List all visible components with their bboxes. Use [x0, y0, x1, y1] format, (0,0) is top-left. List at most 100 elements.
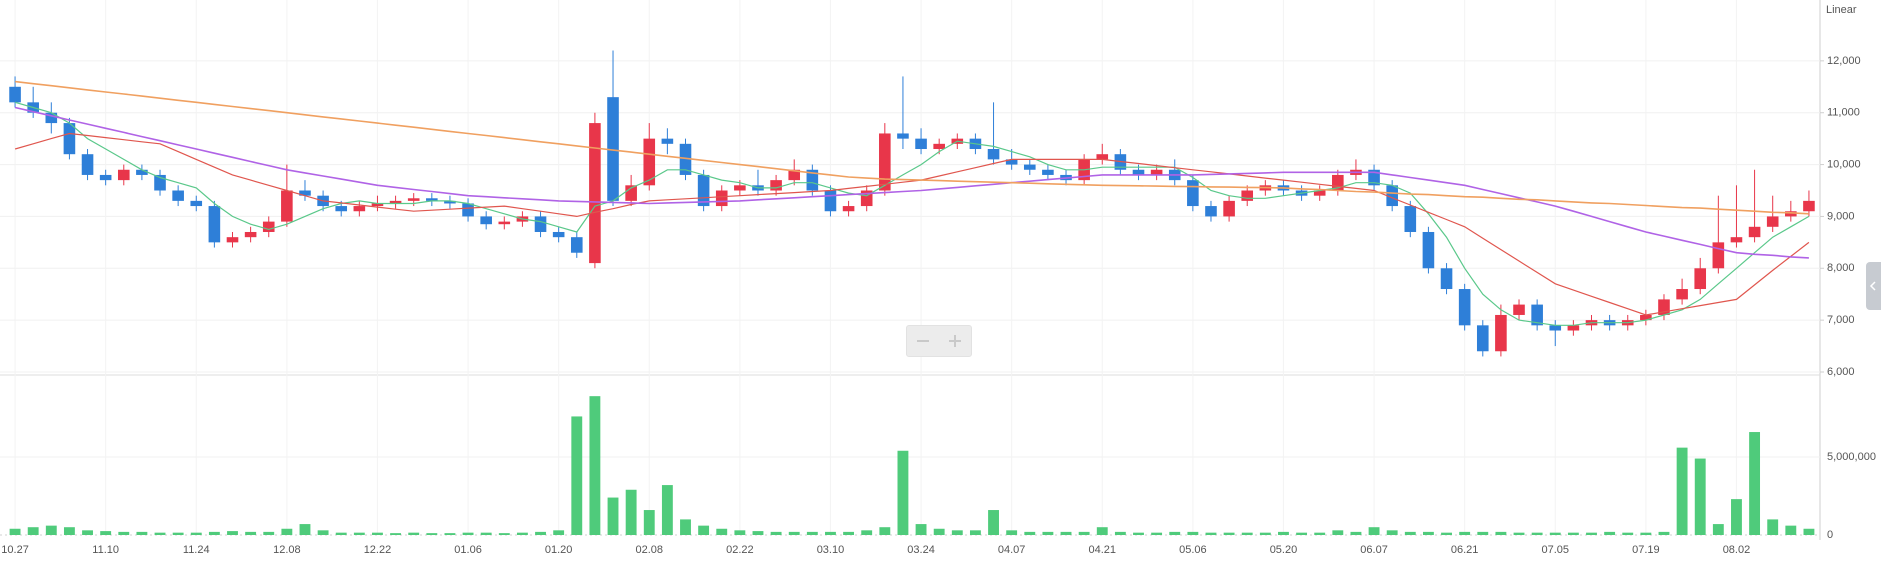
x-tick-label: 07.19	[1632, 544, 1660, 556]
volume-bar	[734, 530, 746, 535]
volume-bar	[988, 510, 999, 535]
volume-bar	[1187, 531, 1199, 535]
y-tick-label: 7,000	[1827, 314, 1855, 326]
volume-bar	[1368, 527, 1380, 535]
zoom-in[interactable]	[939, 326, 971, 356]
x-tick-label: 10.27	[1, 544, 29, 556]
candle-body	[788, 169, 801, 181]
candle-body	[136, 169, 148, 175]
candle-body	[806, 169, 819, 191]
volume-bar	[45, 525, 57, 535]
x-tick-label: 03.10	[817, 544, 845, 556]
volume-bar	[535, 531, 546, 535]
volume-bar	[661, 485, 673, 535]
candle-body	[371, 203, 384, 207]
candle-body	[1241, 190, 1254, 201]
volume-bar	[335, 532, 347, 535]
volume-bar	[353, 532, 365, 535]
candle-body	[534, 216, 547, 232]
volume-bar	[788, 531, 800, 535]
candle-body	[1476, 325, 1489, 352]
volume-bar	[444, 533, 456, 535]
x-tick-label: 02.08	[635, 544, 663, 556]
candle-body	[117, 169, 130, 181]
volume-bar	[1459, 531, 1471, 535]
volume-bar	[1441, 532, 1452, 535]
candle-body	[208, 206, 221, 243]
volume-bar	[951, 530, 963, 535]
candle-body	[643, 138, 656, 186]
volume-bar	[480, 532, 492, 535]
volume-bar	[825, 531, 836, 535]
candle-body	[897, 133, 909, 139]
candle-body	[407, 198, 420, 201]
x-tick-label: 07.05	[1541, 544, 1569, 556]
candle-body	[1513, 304, 1525, 315]
volume-bar	[1477, 531, 1489, 535]
candle-body	[697, 174, 710, 207]
candle-body	[426, 198, 438, 201]
x-tick-label: 01.20	[545, 544, 573, 556]
volume-bar	[1531, 532, 1543, 535]
candle-body	[1386, 185, 1398, 207]
candle-body	[1440, 268, 1453, 290]
x-tick-label: 01.06	[454, 544, 482, 556]
volume-bar	[227, 531, 238, 535]
y-tick-label: 0	[1827, 529, 1833, 541]
volume-bar	[897, 450, 909, 535]
volume-bar	[806, 531, 818, 535]
candle-body	[1150, 169, 1163, 175]
y-tick-label: 9,000	[1827, 210, 1855, 222]
candle-body	[1531, 304, 1543, 326]
candle-body	[842, 206, 855, 212]
x-tick-label: 11.24	[183, 544, 210, 556]
candle-body	[226, 237, 239, 243]
zoom-out[interactable]	[907, 326, 939, 356]
x-tick-label: 12.08	[273, 544, 301, 556]
candle-body	[1549, 325, 1562, 331]
candle-body	[1404, 206, 1417, 232]
volume-bar	[915, 524, 927, 535]
candle-body	[462, 203, 474, 217]
volume-bar	[1042, 531, 1054, 535]
candle-body	[154, 174, 166, 191]
candle-body	[1694, 268, 1707, 290]
volume-bar	[643, 510, 655, 535]
candle-body	[1640, 314, 1652, 321]
volume-bar	[462, 532, 474, 535]
volume-bar	[1586, 532, 1597, 535]
volume-bar	[843, 531, 855, 535]
x-tick-label: 11.10	[92, 544, 119, 556]
candle-body	[444, 200, 456, 204]
candle-body	[1567, 325, 1580, 331]
x-tick-label: 02.22	[726, 544, 754, 556]
volume-bar	[1296, 532, 1308, 535]
candle-body	[389, 200, 402, 204]
x-tick-label: 05.20	[1270, 544, 1298, 556]
candle-body	[299, 190, 311, 196]
candle-body	[335, 206, 348, 212]
candle-body	[1005, 159, 1018, 165]
candle-body	[1803, 200, 1815, 212]
side-panel-toggle[interactable]	[1866, 262, 1881, 310]
volume-bar	[1096, 527, 1108, 535]
plus-icon	[949, 335, 961, 347]
candle-body	[99, 174, 112, 181]
candle-body	[860, 190, 873, 207]
volume-bar	[969, 530, 981, 535]
volume-bar	[1549, 532, 1561, 535]
volume-bar	[1712, 524, 1724, 535]
volume-bar	[1749, 432, 1761, 535]
volume-bar	[1078, 531, 1090, 535]
volume-bar	[1060, 531, 1072, 535]
candle-body	[9, 86, 21, 103]
candle-body	[262, 221, 275, 232]
candle-body	[172, 190, 184, 201]
volume-bar	[571, 416, 583, 535]
chevron-icon	[1869, 281, 1876, 291]
volume-bar	[1622, 532, 1634, 535]
volume-bar	[208, 531, 220, 535]
volume-bar	[716, 528, 728, 535]
volume-bar	[154, 532, 166, 535]
candle-body	[770, 180, 782, 191]
